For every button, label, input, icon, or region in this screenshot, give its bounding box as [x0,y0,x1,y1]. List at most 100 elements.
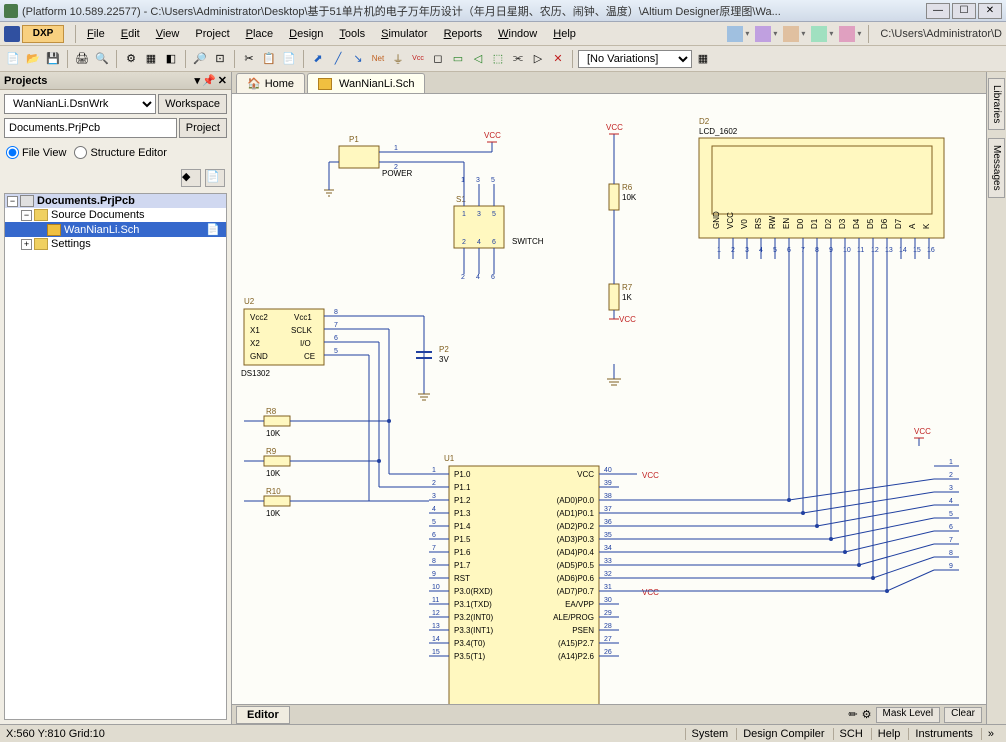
svg-text:P1: P1 [349,135,359,144]
maximize-button[interactable]: ☐ [952,3,976,19]
tool-icon-4[interactable] [811,26,827,42]
tb-new[interactable]: 📄 [4,50,22,68]
tb-noerc[interactable]: ✕ [549,50,567,68]
messages-tab[interactable]: Messages [988,138,1005,198]
tree-settings[interactable]: + Settings [5,237,226,251]
editor-icon-2[interactable]: ⚙ [862,708,872,721]
tb-power[interactable]: Vcc [409,50,427,68]
dxp-button[interactable]: DXP [22,25,64,43]
mask-level-button[interactable]: Mask Level [876,707,941,723]
tb-port[interactable]: ▷ [529,50,547,68]
status-help[interactable]: Help [871,728,907,740]
home-tab[interactable]: 🏠 Home [236,73,305,93]
tree-toggle-icon[interactable]: + [21,239,32,250]
tree-source-docs[interactable]: − Source Documents [5,208,226,222]
tb-gnd[interactable]: ⏚ [389,50,407,68]
tb-sheetentry[interactable]: ◁ [469,50,487,68]
svg-text:K: K [922,223,931,229]
file-view-radio[interactable]: File View [6,146,66,159]
panel-menu-icon[interactable]: ▾ [195,74,201,87]
tb-save[interactable]: 💾 [44,50,62,68]
svg-text:2: 2 [462,239,466,246]
menu-place[interactable]: Place [238,25,282,43]
tree-toggle-icon[interactable]: − [21,210,32,221]
tb-busentry[interactable]: ↘ [349,50,367,68]
menu-design[interactable]: Design [281,25,331,43]
svg-text:VCC: VCC [726,212,735,229]
svg-text:P3.0(RXD): P3.0(RXD) [454,587,493,596]
menu-file[interactable]: File [79,25,113,43]
menu-simulator[interactable]: Simulator [373,25,435,43]
panel-pin-icon[interactable]: 📌 [202,74,216,87]
svg-text:30: 30 [604,597,612,604]
svg-text:13: 13 [885,247,893,254]
panel-close-icon[interactable]: ✕ [218,74,227,87]
tb-open[interactable]: 📂 [24,50,42,68]
menu-help[interactable]: Help [545,25,584,43]
status-more[interactable]: » [981,728,1000,740]
svg-text:(AD0)P0.0: (AD0)P0.0 [557,496,595,505]
project-button[interactable]: Project [179,118,227,138]
tb-devices[interactable]: ◧ [162,50,180,68]
svg-text:37: 37 [604,506,612,513]
tb-preview[interactable]: 🔍 [93,50,111,68]
tb-print[interactable]: 🖨 [73,50,91,68]
tb-part[interactable]: ◻ [429,50,447,68]
tb-netlabel[interactable]: Net [369,50,387,68]
tb-cut[interactable]: ✂ [240,50,258,68]
tb-bus[interactable]: ╱ [329,50,347,68]
status-instruments[interactable]: Instruments [908,728,978,740]
project-input[interactable] [4,118,177,138]
proj-tb-2[interactable]: 📄 [205,169,225,187]
svg-text:RW: RW [768,215,777,229]
workspace-button[interactable]: Workspace [158,94,227,114]
tree-schematic[interactable]: WanNianLi.Sch 📄 [5,222,226,237]
libraries-tab[interactable]: Libraries [988,78,1005,130]
menu-project[interactable]: Project [187,25,237,43]
svg-text:R8: R8 [266,407,277,416]
tb-last[interactable]: ▦ [694,50,712,68]
tool-icon-2[interactable] [755,26,771,42]
schematic-tab[interactable]: WanNianLi.Sch [307,73,425,93]
tb-sheet[interactable]: ▭ [449,50,467,68]
editor-tab[interactable]: Editor [236,706,290,724]
variations-combo[interactable]: [No Variations] [578,50,692,68]
schematic-canvas[interactable]: P1 1 2 POWER VCC [232,94,986,704]
tb-chip[interactable]: ▦ [142,50,160,68]
menu-tools[interactable]: Tools [331,25,373,43]
tb-compile[interactable]: ⚙ [122,50,140,68]
status-system[interactable]: System [685,728,735,740]
tool-icon-1[interactable] [727,26,743,42]
proj-tb-1[interactable]: ◆ [181,169,201,187]
clear-button[interactable]: Clear [944,707,982,723]
menu-reports[interactable]: Reports [436,25,491,43]
status-sch[interactable]: SCH [833,728,869,740]
svg-text:6: 6 [334,335,338,342]
menu-view[interactable]: View [148,25,188,43]
tree-root[interactable]: − Documents.PrjPcb [5,194,226,208]
tree-toggle-icon[interactable]: − [7,196,18,207]
project-tree[interactable]: − Documents.PrjPcb − Source Documents Wa… [4,193,227,720]
svg-text:2: 2 [432,480,436,487]
workspace-combo[interactable]: WanNianLi.DsnWrk [4,94,156,114]
status-design-compiler[interactable]: Design Compiler [736,728,830,740]
tool-icon-3[interactable] [783,26,799,42]
tb-zoom[interactable]: 🔎 [191,50,209,68]
minimize-button[interactable]: — [926,3,950,19]
svg-text:27: 27 [604,636,612,643]
menu-window[interactable]: Window [490,25,545,43]
tool-icon-5[interactable] [839,26,855,42]
structure-editor-radio[interactable]: Structure Editor [74,146,166,159]
tb-fit[interactable]: ⊡ [211,50,229,68]
tb-copy[interactable]: 📋 [260,50,278,68]
close-button[interactable]: ✕ [978,3,1002,19]
tb-harness[interactable]: ⫘ [509,50,527,68]
tb-wire[interactable]: ⬈ [309,50,327,68]
svg-text:ALE/PROG: ALE/PROG [553,613,594,622]
menu-edit[interactable]: Edit [113,25,148,43]
svg-text:VCC: VCC [642,588,659,597]
tb-device[interactable]: ⬚ [489,50,507,68]
editor-icon-1[interactable]: ✏ [848,708,857,721]
app-icon [4,4,18,18]
tb-paste[interactable]: 📄 [280,50,298,68]
